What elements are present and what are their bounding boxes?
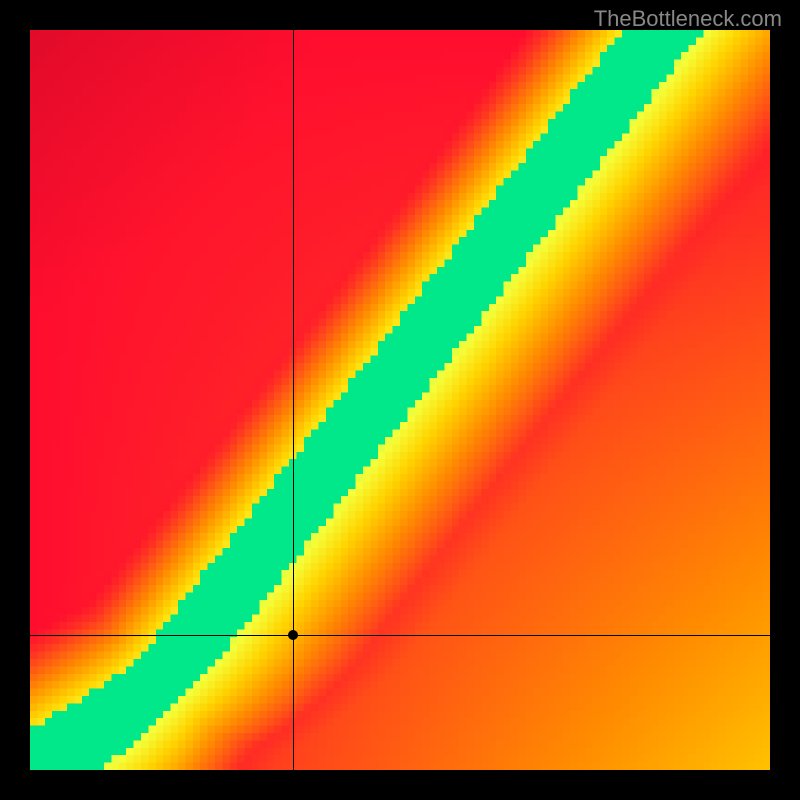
crosshair-vertical [293,30,294,770]
heatmap-plot [30,30,770,770]
watermark-text: TheBottleneck.com [594,6,782,32]
heatmap-canvas [30,30,770,770]
crosshair-horizontal [30,635,770,636]
crosshair-marker [288,630,298,640]
